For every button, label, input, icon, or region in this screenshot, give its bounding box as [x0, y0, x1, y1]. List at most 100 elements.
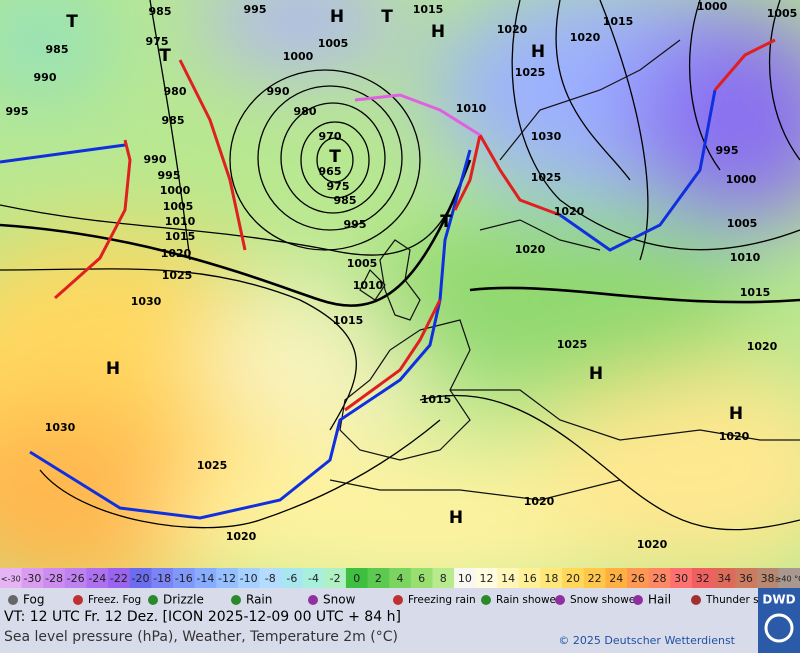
weather-icon	[555, 595, 565, 605]
isobar-label: 1025	[557, 338, 588, 351]
isobar-label: 1025	[162, 269, 193, 282]
isobar-label: 990	[144, 153, 167, 166]
isobar-label: 1000	[283, 50, 314, 63]
description: Sea level pressure (hPa), Weather, Tempe…	[4, 629, 398, 645]
pressure-center: T	[159, 46, 171, 66]
pressure-center: H	[449, 508, 463, 528]
isobar-label: 1000	[726, 173, 757, 186]
scale-cell	[432, 568, 455, 588]
valid-time: VT: 12 UTC Fr. 12 Dez. [ICON 2025-12-09 …	[4, 609, 401, 625]
isobar-label: 1015	[165, 230, 196, 243]
scale-cell	[735, 568, 758, 588]
isobar-label: 985	[162, 114, 185, 127]
scale-cell	[324, 568, 347, 588]
isobar-label: 1020	[554, 205, 585, 218]
scale-label: -24	[88, 572, 106, 585]
isobar-label: 1005	[767, 7, 798, 20]
scale-cell	[216, 568, 239, 588]
isobar-label: 1010	[456, 102, 487, 115]
isobar-label: 1020	[226, 530, 257, 543]
scale-cell	[129, 568, 152, 588]
logo-icon	[764, 613, 794, 643]
isobar-label: 1015	[421, 393, 452, 406]
fronts	[0, 38, 776, 520]
scale-cell	[454, 568, 477, 588]
isobar-label: 990	[34, 71, 57, 84]
scale-label: 38	[761, 572, 775, 585]
scale-label: 4	[397, 572, 404, 585]
isobar-label: 995	[716, 144, 739, 157]
scale-cell	[64, 568, 87, 588]
isobar-label: 1020	[515, 243, 546, 256]
pressure-center: H	[106, 359, 120, 379]
isobar-label: 980	[294, 105, 317, 118]
pressure-center: T	[66, 12, 78, 32]
scale-cell	[151, 568, 174, 588]
weather-legend: Fog Freez. Fog Drizzle Rain Snow Freezing rai…	[8, 593, 784, 607]
scale-label: 36	[739, 572, 753, 585]
isobar-label: 1005	[163, 200, 194, 213]
isobar-label: 995	[244, 3, 267, 16]
scale-label: -26	[67, 572, 85, 585]
scale-cell	[108, 568, 131, 588]
scale-cell	[475, 568, 498, 588]
isobar-label: 1020	[719, 430, 750, 443]
isobar-label: 985	[334, 194, 357, 207]
weather-icon	[308, 595, 318, 605]
weather-icon	[691, 595, 701, 605]
isobar-label: 1015	[740, 286, 771, 299]
scale-label: 32	[696, 572, 710, 585]
isobar-label: 1025	[531, 171, 562, 184]
scale-label: 18	[544, 572, 558, 585]
scale-cell	[648, 568, 671, 588]
isobar-label: 965	[319, 165, 342, 178]
scale-label: 2	[375, 572, 382, 585]
color-scale: <-30 -30 -28 -26 -24 -22 -20 -18 -16 -14 -12 -10 -8-…	[0, 568, 800, 588]
scale-cell	[756, 568, 779, 588]
isobar-label: 990	[267, 85, 290, 98]
isobar-label: 1020	[524, 495, 555, 508]
scale-cell	[86, 568, 109, 588]
isobar-label: 1030	[131, 295, 162, 308]
scale-cell	[540, 568, 563, 588]
scale-label: 22	[588, 572, 602, 585]
scale-label: -16	[175, 572, 193, 585]
scale-cell	[605, 568, 628, 588]
scale-label: 12	[479, 572, 493, 585]
weather-label: Freezing rain	[408, 594, 476, 606]
isobar-label: 1020	[570, 31, 601, 44]
isobar-label: 1010	[165, 215, 196, 228]
pressure-center: T	[381, 7, 393, 27]
scale-cell	[194, 568, 217, 588]
isobar-label: 1010	[353, 279, 384, 292]
isobar-label: 995	[6, 105, 29, 118]
scale-label: -4	[308, 572, 319, 585]
isobar-label: 1025	[197, 459, 228, 472]
weather-label: Freez. Fog	[88, 594, 141, 606]
scale-label: -18	[153, 572, 171, 585]
scale-label: -20	[132, 572, 150, 585]
isobar-label: 1030	[45, 421, 76, 434]
isobar-label: 1010	[730, 251, 761, 264]
pressure-center: T	[440, 212, 452, 232]
scale-label: -22	[110, 572, 128, 585]
isobar-label: 1015	[413, 3, 444, 16]
scale-label: -8	[265, 572, 276, 585]
scale-cell	[302, 568, 325, 588]
isobar-label: 1005	[347, 257, 378, 270]
isobar-label: 975	[146, 35, 169, 48]
logo-text: DWD	[762, 593, 795, 607]
scale-cell	[691, 568, 715, 588]
weather-label: Hail	[648, 593, 671, 607]
isobar-label: 1005	[318, 37, 349, 50]
scale-cell	[0, 568, 23, 588]
scale-cell	[410, 568, 433, 588]
scale-cell	[670, 568, 693, 588]
scale-label: -2	[330, 572, 341, 585]
isobar-label: 1020	[497, 23, 528, 36]
weather-label: Rain shower	[496, 594, 561, 606]
isobar-label: 995	[158, 169, 181, 182]
